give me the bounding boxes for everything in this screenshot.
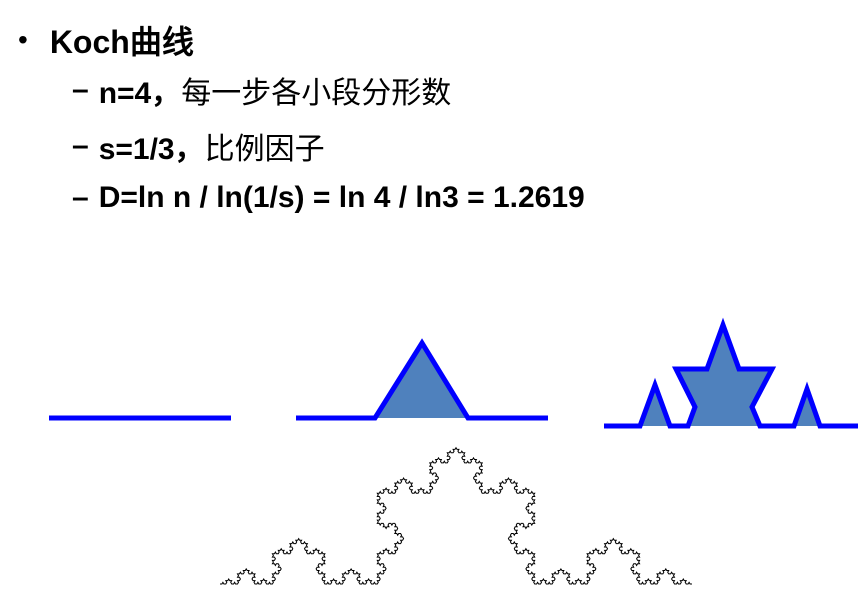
desc-n: 每一步各小段分形数 [181,76,452,111]
koch-stage-1-fill [375,343,468,418]
formula-d: D=ln n / ln(1/s) = ln 4 / ln3 = 1.2619 [98,181,585,214]
desc-s: 比例因子 [204,132,325,167]
bullet-marker: • [18,24,28,55]
koch-stage-2-fill [640,325,820,426]
sub-bullet-s: – s=1/3， 比例因子 [72,126,325,167]
main-bullet: • Koch曲线 [18,18,194,62]
dash-marker: – [72,73,89,106]
koch-stage-2 [604,317,858,429]
formula-n: n=4， [98,77,182,110]
formula-s: s=1/3， [98,133,205,166]
dash-marker: – [72,181,89,214]
koch-stage-4 [220,446,692,585]
sub-bullet-n: – n=4， 每一步各小段分形数 [72,70,452,111]
bullet-title: Koch曲线 [49,24,194,60]
dash-marker: – [72,129,89,162]
sub-bullet-d: – D=ln n / ln(1/s) = ln 4 / ln3 = 1.2619 [72,178,585,218]
koch-stage-1 [296,338,548,421]
